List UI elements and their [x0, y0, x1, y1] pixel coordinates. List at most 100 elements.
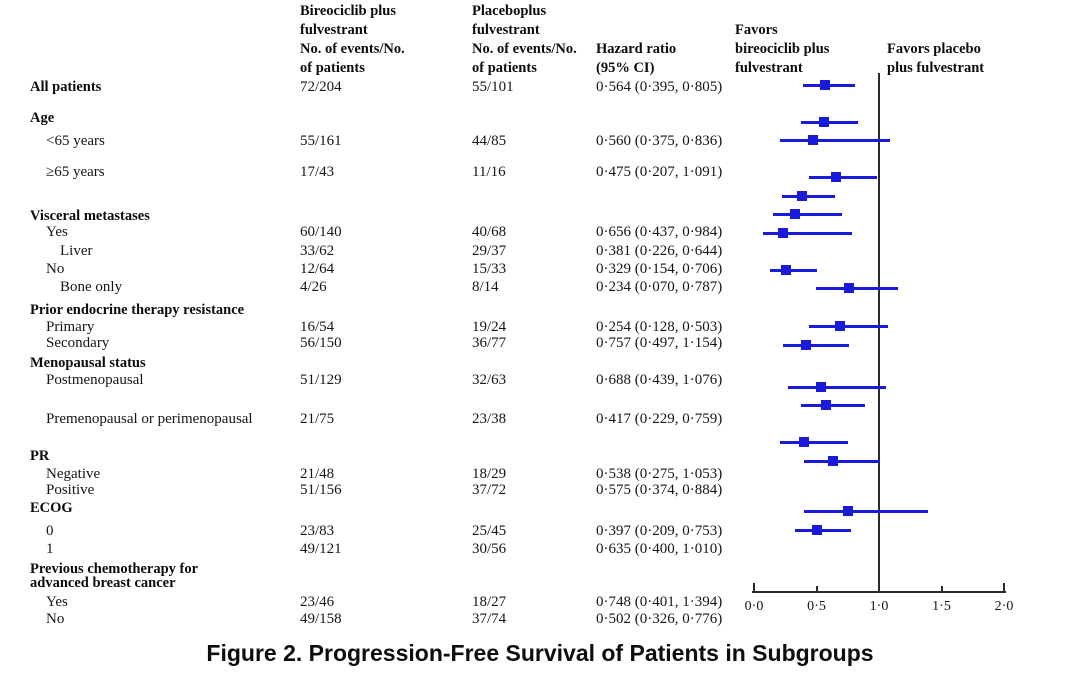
hr-point-marker — [819, 80, 830, 90]
ci-line — [780, 440, 849, 444]
hazard-ratio-value: 0·560 (0·375, 0·836) — [596, 133, 723, 149]
group-label: ECOG — [30, 500, 73, 516]
hazard-ratio-value: 0·688 (0·439, 1·076) — [596, 372, 723, 388]
hazard-ratio-value: 0·475 (0·207, 1·091) — [596, 164, 723, 180]
ci-line — [788, 385, 886, 389]
hazard-ratio-value: 0·635 (0·400, 1·010) — [596, 541, 723, 557]
row-label: ≥65 years — [46, 164, 105, 180]
axis-tick-label: 1·0 — [869, 599, 889, 614]
group-label: Visceral metastases — [30, 208, 150, 224]
events-placebo-value: 55/101 — [472, 79, 514, 95]
ci-line — [808, 324, 889, 328]
col-header-placebo-line3: No. of events/No. — [472, 41, 577, 57]
favors-placebo-label: Favors placebo — [887, 41, 981, 57]
events-bireociclib-value: 17/43 — [300, 164, 335, 180]
events-placebo-value: 30/56 — [472, 541, 507, 557]
hazard-ratio-value: 0·234 (0·070, 0·787) — [596, 279, 723, 295]
hr-point-marker — [801, 340, 812, 350]
axis-tick — [878, 586, 880, 592]
col-header-placebo-line4: of patients — [472, 60, 537, 76]
row-label: Bone only — [60, 279, 123, 295]
favors-bireociclib-label-line3: fulvestrant — [735, 60, 803, 76]
hazard-ratio-value: 0·656 (0·437, 0·984) — [596, 224, 723, 240]
ci-line — [779, 138, 891, 142]
ci-line — [808, 175, 877, 179]
events-placebo-value: 36/77 — [472, 335, 507, 351]
hr-point-marker — [796, 191, 807, 201]
hr-point-marker — [778, 228, 789, 238]
ci-line — [782, 194, 835, 198]
row-label: Liver — [60, 243, 93, 259]
favors-bireociclib-label: Favors — [735, 22, 778, 38]
group-label: Prior endocrine therapy resistance — [30, 302, 245, 318]
ci-line — [800, 403, 865, 407]
axis-tick — [815, 586, 818, 592]
col-header-placebo-line2: fulvestrant — [472, 22, 540, 38]
group-label: Menopausal status — [30, 355, 146, 371]
group-label: Previous chemotherapy for — [30, 561, 199, 577]
hr-point-marker — [780, 265, 791, 275]
events-bireociclib-value: 16/54 — [300, 319, 335, 335]
events-placebo-value: 8/14 — [472, 279, 499, 295]
ci-line — [773, 212, 843, 216]
events-placebo-value: 40/68 — [472, 224, 507, 240]
row-label: Negative — [46, 466, 101, 482]
events-bireociclib-value: 49/121 — [300, 541, 342, 557]
col-header-bireociclib: Bireociclib plus — [300, 3, 397, 19]
hr-point-marker — [835, 321, 845, 331]
row-label: Premenopausal or perimenopausal — [46, 411, 253, 427]
events-placebo-value: 18/29 — [472, 466, 507, 482]
ci-line — [770, 268, 817, 272]
hazard-ratio-value: 0·502 (0·326, 0·776) — [596, 611, 723, 627]
axis-tick-label: 2·0 — [994, 599, 1014, 614]
col-header-placebo: Placeboplus — [472, 3, 547, 19]
events-bireociclib-value: 12/64 — [300, 261, 335, 277]
events-placebo-value: 44/85 — [472, 133, 507, 149]
row-label: Postmenopausal — [46, 372, 144, 388]
row-label: 1 — [46, 541, 54, 557]
events-bireociclib-value: 72/204 — [300, 79, 342, 95]
events-placebo-value: 37/74 — [472, 611, 507, 627]
col-header-bireociclib-line3: No. of events/No. — [300, 41, 405, 57]
row-label: No — [46, 261, 65, 277]
row-label: <65 years — [46, 133, 105, 149]
events-placebo-value: 32/63 — [472, 372, 507, 388]
favors-placebo-label-line2: plus fulvestrant — [887, 60, 985, 76]
hr-point-marker — [811, 525, 822, 535]
events-bireociclib-value: 4/26 — [300, 279, 327, 295]
hr-point-marker — [808, 135, 819, 145]
axis-tick — [940, 586, 943, 592]
favors-bireociclib-label-line2: bireociclib plus — [735, 41, 830, 57]
ci-line — [762, 231, 853, 235]
hazard-ratio-value: 0·254 (0·128, 0·503) — [596, 319, 723, 335]
ci-line — [794, 528, 852, 532]
col-header-bireociclib-line4: of patients — [300, 60, 365, 76]
row-label: Primary — [46, 319, 95, 335]
axis-tick-label: 0·5 — [807, 599, 826, 614]
x-axis-line — [752, 591, 1006, 593]
ci-line — [804, 459, 881, 463]
hazard-ratio-value: 0·417 (0·229, 0·759) — [596, 411, 723, 427]
hr-point-marker — [798, 437, 809, 447]
col-header-hazard-ratio-line2: (95% CI) — [596, 60, 655, 76]
events-bireociclib-value: 60/140 — [300, 224, 342, 240]
events-bireociclib-value: 51/129 — [300, 372, 342, 388]
row-label: Secondary — [46, 335, 110, 351]
hr-point-marker — [843, 283, 854, 293]
events-placebo-value: 29/37 — [472, 243, 507, 259]
events-bireociclib-value: 33/62 — [300, 243, 335, 259]
axis-tick-label: 1·5 — [932, 599, 951, 614]
axis-tick — [753, 583, 755, 592]
events-placebo-value: 18/27 — [472, 594, 507, 610]
row-label: Yes — [46, 594, 68, 610]
ci-line — [804, 509, 929, 513]
ci-line — [782, 343, 849, 347]
events-bireociclib-value: 21/48 — [300, 466, 335, 482]
row-label: Positive — [46, 482, 95, 498]
hazard-ratio-value: 0·329 (0·154, 0·706) — [596, 261, 723, 277]
events-placebo-value: 11/16 — [472, 164, 506, 180]
hr-point-marker — [828, 456, 839, 466]
hazard-ratio-value: 0·748 (0·401, 1·394) — [596, 594, 723, 610]
group-label: PR — [30, 448, 50, 464]
